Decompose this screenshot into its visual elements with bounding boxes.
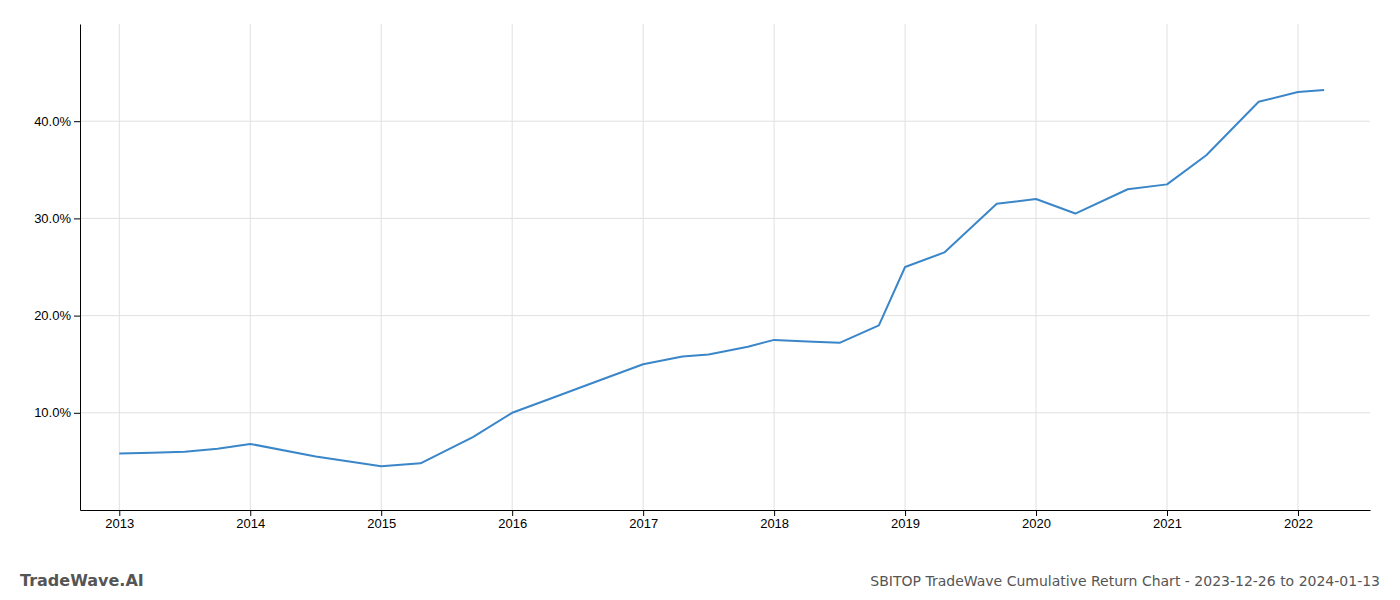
grid-line-x — [119, 24, 120, 510]
x-tick: 2015 — [367, 510, 396, 531]
y-tick-mark — [74, 316, 80, 317]
x-tick-label: 2022 — [1284, 516, 1313, 531]
y-tick: 10.0% — [34, 405, 80, 420]
grid-line-y — [80, 121, 1370, 122]
x-axis: 2013 2014 2015 2016 2017 2018 2019 2020 2021 2022 — [81, 510, 1371, 531]
x-tick-label: 2021 — [1153, 516, 1182, 531]
grid-line-x — [250, 24, 251, 510]
x-axis-line — [81, 510, 1371, 511]
grid-line-x — [381, 24, 382, 510]
x-tick: 2022 — [1284, 510, 1313, 531]
marks — [119, 90, 1324, 466]
x-tick-mark — [1036, 510, 1037, 516]
x-tick-label: 2017 — [629, 516, 658, 531]
grid-line-y — [80, 412, 1370, 413]
y-tick-label: 10.0% — [34, 405, 71, 420]
watermark: TradeWave.AI — [20, 571, 144, 590]
chart: 2013 2014 2015 2016 2017 2018 2019 2020 2021 2022… — [0, 0, 1400, 600]
y-tick-label: 30.0% — [34, 211, 71, 226]
title: SBITOP TradeWave Cumulative Return Chart… — [870, 573, 1380, 589]
grid — [80, 24, 1370, 510]
grid-line-y — [80, 218, 1370, 219]
x-tick: 2014 — [236, 510, 265, 531]
x-tick-label: 2019 — [891, 516, 920, 531]
y-tick-mark — [74, 121, 80, 122]
x-tick-mark — [381, 510, 382, 516]
x-tick: 2013 — [105, 510, 134, 531]
x-tick-mark — [512, 510, 513, 516]
y-tick: 30.0% — [34, 211, 80, 226]
x-tick-mark — [1298, 510, 1299, 516]
grid-line-y — [80, 315, 1370, 316]
x-tick: 2019 — [891, 510, 920, 531]
grid-line-x — [774, 24, 775, 510]
x-tick-label: 2018 — [760, 516, 789, 531]
grid-line-x — [1297, 24, 1298, 510]
x-tick-label: 2014 — [236, 516, 265, 531]
x-tick-mark — [774, 510, 775, 516]
x-tick: 2017 — [629, 510, 658, 531]
x-tick-label: 2013 — [105, 516, 134, 531]
x-tick-mark — [250, 510, 251, 516]
x-tick-mark — [905, 510, 906, 516]
x-tick: 2020 — [1022, 510, 1051, 531]
x-tick: 2018 — [760, 510, 789, 531]
x-tick: 2016 — [498, 510, 527, 531]
x-tick: 2021 — [1153, 510, 1182, 531]
grid-line-x — [1167, 24, 1168, 510]
y-tick-label: 40.0% — [34, 114, 71, 129]
y-axis: 10.0% 20.0% 30.0% 40.0% — [34, 25, 80, 511]
x-tick-mark — [1167, 510, 1168, 516]
x-tick-label: 2020 — [1022, 516, 1051, 531]
grid-line-x — [1036, 24, 1037, 510]
x-tick-label: 2015 — [367, 516, 396, 531]
y-tick-mark — [74, 413, 80, 414]
x-tick-mark — [643, 510, 644, 516]
y-tick: 20.0% — [34, 308, 80, 323]
y-tick: 40.0% — [34, 114, 80, 129]
x-tick-mark — [119, 510, 120, 516]
y-tick-label: 20.0% — [34, 308, 71, 323]
grid-line-x — [643, 24, 644, 510]
plot-area: 2013 2014 2015 2016 2017 2018 2019 2020 2021 2022… — [34, 24, 1370, 531]
x-tick-label: 2016 — [498, 516, 527, 531]
grid-line-x — [512, 24, 513, 510]
line — [119, 90, 1324, 466]
y-tick-mark — [74, 218, 80, 219]
y-axis-line — [80, 25, 81, 511]
